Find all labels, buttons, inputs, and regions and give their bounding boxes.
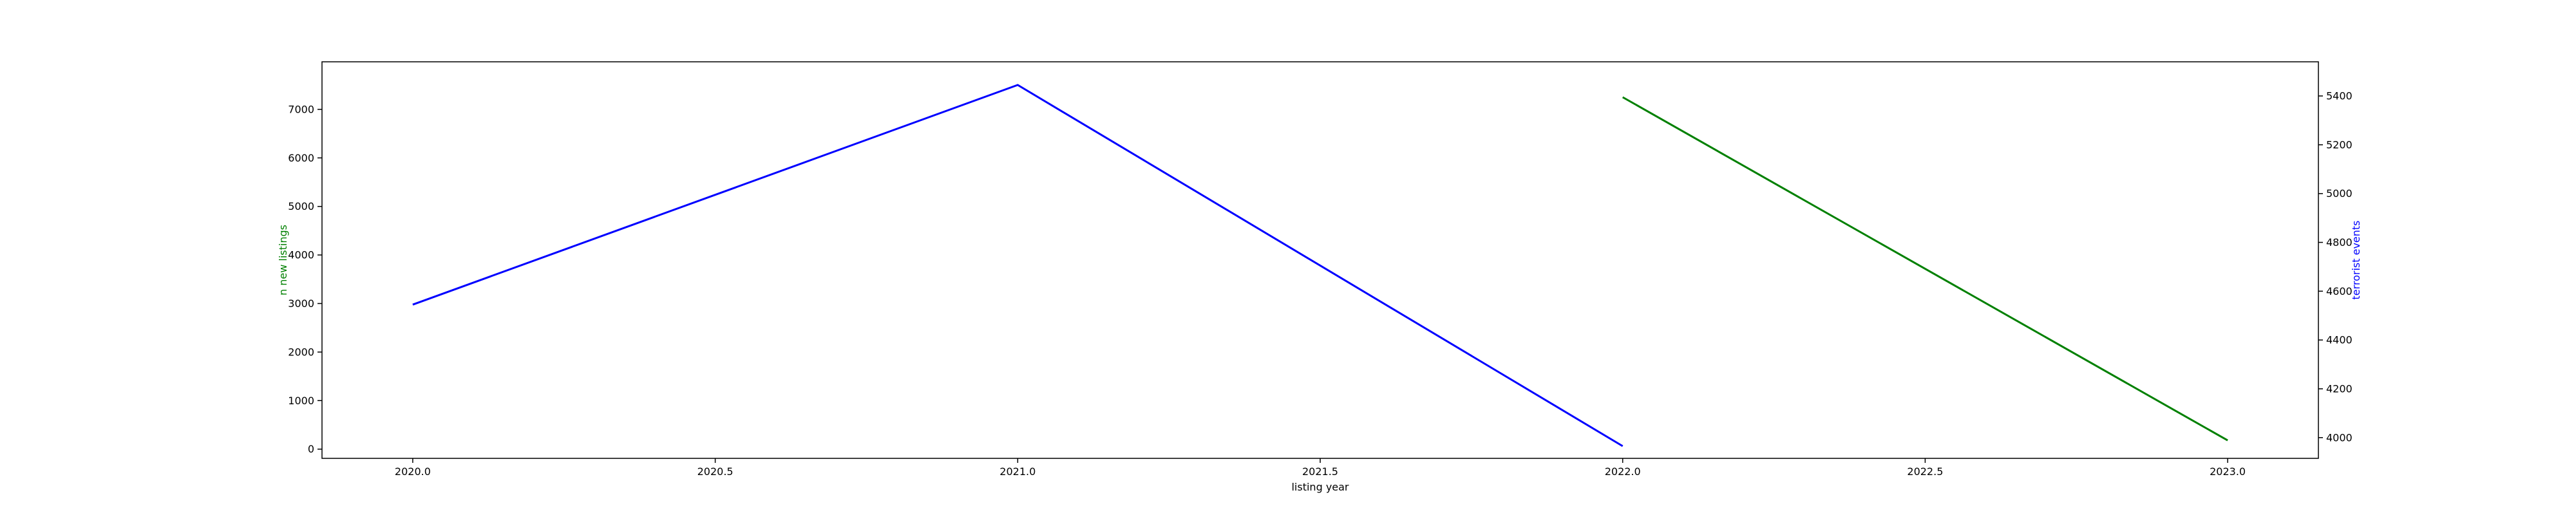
x-axis: 2020.0 2020.5 2021.0 2021.5 2022.0 2022.5 2023… [395, 458, 2246, 478]
x-tick-label: 2020.5 [697, 465, 734, 478]
y-axis-left-label: n new listings [277, 225, 289, 295]
y-right-tick-label: 5400 [2326, 90, 2353, 102]
y-left-tick-label: 4000 [288, 249, 314, 261]
x-tick-label: 2023.0 [2210, 465, 2246, 478]
y-left-tick-label: 0 [308, 443, 314, 455]
x-tick-label: 2020.0 [395, 465, 431, 478]
y-axis-right-label: terrorist events [2350, 220, 2362, 299]
y-axis-right: 4000 4200 4400 4600 4800 5000 5200 5400 [2318, 90, 2353, 444]
y-right-tick-label: 4200 [2326, 382, 2353, 395]
y-right-tick-label: 4800 [2326, 236, 2353, 248]
x-tick-label: 2021.5 [1302, 465, 1338, 478]
y-right-tick-label: 4400 [2326, 334, 2353, 346]
y-left-tick-label: 2000 [288, 346, 314, 358]
series-line-left [1622, 96, 2228, 442]
y-left-tick-label: 6000 [288, 152, 314, 164]
y-left-tick-label: 5000 [288, 200, 314, 212]
x-axis-label: listing year [1291, 481, 1349, 493]
x-tick-label: 2022.0 [1605, 465, 1641, 478]
x-tick-label: 2022.5 [1907, 465, 1943, 478]
series-line-right [412, 84, 1624, 447]
plot-frame [321, 61, 2319, 459]
y-left-tick-label: 7000 [288, 103, 314, 115]
y-right-tick-label: 5000 [2326, 187, 2353, 200]
y-right-tick-label: 4000 [2326, 431, 2353, 444]
y-left-tick-label: 3000 [288, 297, 314, 310]
x-tick-label: 2021.0 [999, 465, 1036, 478]
y-axis-left: 0 1000 2000 3000 4000 5000 6000 7000 [288, 103, 322, 455]
y-left-tick-label: 1000 [288, 395, 314, 407]
y-right-tick-label: 5200 [2326, 138, 2353, 151]
plot-lines [412, 84, 2228, 447]
y-right-tick-label: 4600 [2326, 285, 2353, 297]
